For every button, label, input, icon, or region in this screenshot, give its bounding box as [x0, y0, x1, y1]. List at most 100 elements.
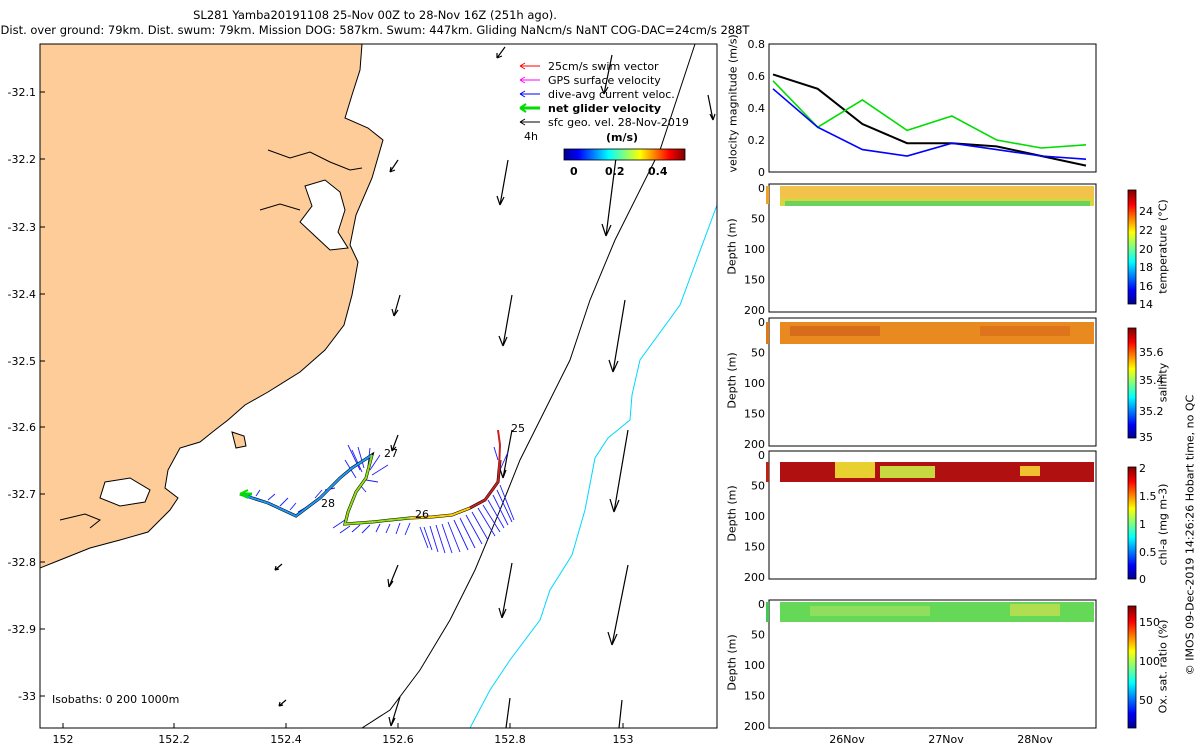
legend-time-interval: 4h — [524, 130, 538, 143]
lat-tick: -32.7 — [8, 488, 36, 501]
figure-title: SL281 Yamba20191108 25-Nov 00Z to 28-Nov… — [0, 8, 750, 38]
day-label-25: 25 — [511, 422, 525, 435]
chla-cbar-label: chl-a (mg m-3) — [1156, 483, 1170, 566]
vel-tick: 0.4 — [748, 102, 766, 115]
oxygen-section: 50 100 150 — [766, 599, 1160, 729]
depth-tick: 200 — [744, 571, 765, 584]
depth-tick: 150 — [744, 690, 765, 703]
lon-tick: 152 — [53, 733, 74, 746]
depth-tick: 0 — [758, 316, 765, 329]
isobaths-note: Isobaths: 0 200 1000m — [52, 693, 179, 706]
velocity-ylabel: velocity magnitude (m/s) — [726, 34, 740, 173]
colorbar-tick: 0.2 — [605, 165, 625, 178]
map-lat-axis: -32.1 -32.2 -32.3 -32.4 -32.5 -32.6 -32.… — [8, 86, 45, 703]
velocity-series-line — [772, 80, 1087, 149]
velocity-series-line — [772, 88, 1087, 160]
isobath-1000m — [469, 204, 717, 728]
depth-tick: 150 — [744, 408, 765, 421]
dive-avg-current-vectors — [255, 444, 515, 554]
temperature-section: 14 16 18 20 22 24 — [766, 183, 1153, 313]
oxygen-cbar-label: Ox. sat. ratio (%) — [1156, 619, 1170, 714]
vel-tick: 0 — [758, 166, 765, 179]
lat-tick: -32.1 — [8, 86, 36, 99]
depth-tick: 100 — [744, 510, 765, 523]
depth-tick: 200 — [744, 720, 765, 733]
ox-cbar-tick: 100 — [1139, 655, 1160, 668]
temp-cbar-tick: 16 — [1139, 280, 1153, 293]
temperature-cbar-label: temperature (°C) — [1156, 199, 1170, 294]
depth-ylabel-salinity: Depth (m) — [725, 352, 739, 409]
glider-track — [239, 429, 502, 526]
colorbar-tick: 0.4 — [648, 165, 668, 178]
lon-tick: 152.2 — [158, 733, 190, 746]
depth-tick: 150 — [744, 541, 765, 554]
temp-cbar-tick: 20 — [1139, 243, 1153, 256]
depth-tick: 100 — [744, 659, 765, 672]
imos-credit: © IMOS 09-Dec-2019 14:26:26 Hobart time,… — [1180, 335, 1200, 735]
depth-tick: 50 — [751, 480, 765, 493]
ox-cbar-tick: 50 — [1139, 694, 1153, 707]
lat-tick: -33 — [18, 690, 36, 703]
coastline-land — [40, 44, 384, 569]
day-label-28: 28 — [321, 497, 335, 510]
lon-tick: 152.4 — [270, 733, 302, 746]
legend-dive-avg-current: dive-avg current veloc. — [548, 88, 675, 101]
depth-tick: 0 — [758, 598, 765, 611]
depth-tick: 50 — [751, 629, 765, 642]
lat-tick: -32.3 — [8, 221, 36, 234]
day-label-26: 26 — [415, 508, 429, 521]
chla-cbar-tick: 1.5 — [1139, 490, 1157, 503]
depth-tick: 0 — [758, 182, 765, 195]
chla-cbar-tick: 0.5 — [1139, 546, 1157, 559]
time-tick: 26Nov — [829, 733, 865, 746]
time-tick: 28Nov — [1017, 733, 1053, 746]
lon-tick: 153 — [613, 733, 634, 746]
legend-sfc-geo-velocity: sfc geo. vel. 28-Nov-2019 — [548, 116, 689, 129]
sfc-geo-velocity-arrows — [274, 46, 716, 728]
depth-tick: 50 — [751, 347, 765, 360]
title-line-1: SL281 Yamba20191108 25-Nov 00Z to 28-Nov… — [193, 8, 557, 22]
map-frame — [39, 43, 718, 729]
temp-cbar-tick: 24 — [1139, 205, 1153, 218]
time-tick: 27Nov — [928, 733, 964, 746]
temp-cbar-tick: 18 — [1139, 261, 1153, 274]
sal-cbar-tick: 35 — [1139, 431, 1153, 444]
chla-cbar-tick: 2 — [1139, 462, 1146, 475]
depth-tick: 100 — [744, 243, 765, 256]
map-lon-axis: 152 152.2 152.4 152.6 152.8 153 — [53, 723, 634, 746]
imos-credit-text: © IMOS 09-Dec-2019 14:26:26 Hobart time,… — [1183, 394, 1197, 676]
lat-tick: -32.8 — [8, 556, 36, 569]
temp-cbar-tick: 14 — [1139, 298, 1153, 311]
lat-tick: -32.2 — [8, 153, 36, 166]
depth-ylabel-chla: Depth (m) — [725, 485, 739, 542]
legend-net-glider: net glider velocity — [548, 102, 661, 115]
salinity-cbar-label: salinity — [1156, 362, 1170, 403]
lon-tick: 152.8 — [494, 733, 526, 746]
sal-cbar-tick: 35.2 — [1139, 405, 1164, 418]
river — [59, 513, 101, 529]
depth-tick: 50 — [751, 213, 765, 226]
isobath-200m — [361, 44, 696, 728]
chla-cbar-tick: 0 — [1139, 573, 1146, 586]
depth-ylabel-temperature: Depth (m) — [725, 218, 739, 275]
depth-tick: 0 — [758, 449, 765, 462]
sal-cbar-tick: 35.6 — [1139, 346, 1164, 359]
lon-tick: 152.6 — [382, 733, 414, 746]
title-line-2: Dist. over ground: 79km. Dist. swum: 79k… — [0, 23, 750, 37]
lat-tick: -32.4 — [8, 288, 36, 301]
salinity-section: 35 35.2 35.4 35.6 — [766, 317, 1164, 447]
temp-cbar-tick: 22 — [1139, 224, 1153, 237]
map-colorbar: (m/s) 0 0.2 0.4 — [563, 131, 686, 178]
lat-tick: -32.9 — [8, 623, 36, 636]
island — [231, 431, 247, 449]
vel-tick: 0.8 — [748, 38, 766, 51]
sal-cbar-tick: 35.4 — [1139, 374, 1164, 387]
depth-tick: 200 — [744, 438, 765, 451]
colorbar-title: (m/s) — [606, 131, 638, 144]
vel-tick: 0.2 — [748, 134, 766, 147]
ox-cbar-tick: 150 — [1139, 616, 1160, 629]
lat-tick: -32.5 — [8, 355, 36, 368]
depth-tick: 150 — [744, 274, 765, 287]
